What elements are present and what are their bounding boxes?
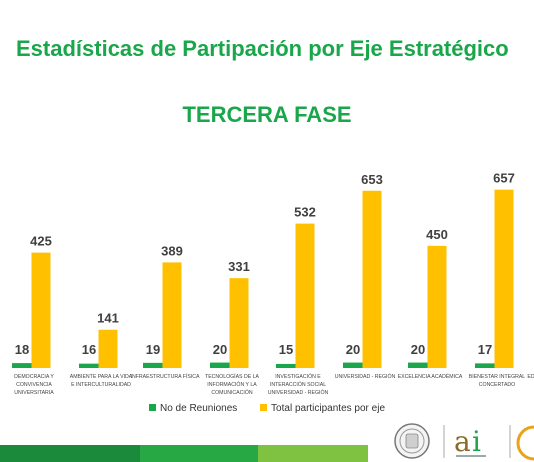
- bar-reuniones: [12, 363, 32, 368]
- category-label: UNIVERSITARIA: [14, 390, 54, 396]
- data-label-participantes: 653: [361, 172, 383, 187]
- data-label-participantes: 450: [426, 227, 448, 242]
- page-title: Estadísticas de Partipación por Eje Estr…: [16, 36, 509, 61]
- category-label: INTERACCIÓN SOCIAL: [270, 381, 326, 388]
- svg-text:a: a: [454, 425, 471, 458]
- category-label: AMBIENTE PARA LA VIDA: [70, 374, 133, 380]
- category-label: TECNOLOGÍAS DE LA: [205, 373, 259, 380]
- page-subtitle: TERCERA FASE: [182, 102, 352, 127]
- bar-reuniones: [343, 362, 363, 368]
- institution-logos: a i: [394, 423, 534, 461]
- data-label-reuniones: 20: [213, 342, 227, 357]
- data-label-participantes: 532: [294, 205, 316, 220]
- bar-participantes: [162, 262, 182, 368]
- category-label: E INTERCULTURALIDAD: [71, 382, 131, 388]
- legend-label-participantes: Total participantes por eje: [271, 403, 386, 414]
- category-label: CONCERTADO: [479, 382, 515, 388]
- footer-color-bar: [0, 445, 368, 462]
- category-label: BIENESTAR INTEGRAL: [469, 374, 526, 380]
- data-label-reuniones: 15: [279, 342, 293, 357]
- category-label: COMUNICACIÓN: [211, 389, 252, 396]
- category-label: INFRAESTRUCTURA FÍSICA: [131, 373, 200, 380]
- category-label: EXCELENCIA ACADÉMICA: [398, 373, 463, 380]
- data-label-reuniones: 16: [82, 342, 96, 357]
- partial-logo-icon: [516, 425, 534, 461]
- data-label-reuniones: 18: [15, 342, 29, 357]
- category-label: UNIVERSIDAD - REGIÓN: [335, 373, 396, 380]
- data-label-participantes: 331: [228, 259, 250, 274]
- bar-participantes: [427, 245, 447, 368]
- bar-reuniones: [79, 363, 99, 368]
- university-seal-icon: [394, 423, 430, 459]
- bar-reuniones: [276, 363, 296, 368]
- category-label: INFORMACIÓN Y LA: [207, 381, 257, 388]
- legend-swatch-participantes: [260, 404, 268, 411]
- data-label-reuniones: 19: [146, 342, 160, 357]
- legend-item-participantes: Total participantes por eje: [260, 403, 385, 414]
- data-label-reuniones: 20: [411, 342, 425, 357]
- data-label-participantes: 141: [97, 311, 119, 326]
- category-label: UNIVERSIDAD - REGIÓN: [268, 389, 329, 396]
- svg-text:i: i: [472, 425, 481, 458]
- chart-legend: No de Reuniones Total participantes por …: [0, 403, 534, 414]
- category-label: INVESTIGACIÓN E: [275, 373, 321, 380]
- data-label-participantes: 657: [493, 171, 515, 186]
- category-label: ED: [527, 374, 534, 380]
- bar-reuniones: [475, 363, 495, 368]
- bar-participantes: [98, 329, 118, 368]
- bar-participantes: [31, 252, 51, 368]
- bar-reuniones: [143, 362, 163, 368]
- category-label: DEMOCRACIA Y: [14, 374, 54, 380]
- data-label-participantes: 389: [161, 243, 183, 258]
- bar-participantes: [494, 189, 514, 368]
- bar-participantes: [295, 223, 315, 368]
- legend-swatch-reuniones: [148, 404, 156, 411]
- data-label-participantes: 425: [30, 234, 52, 249]
- bar-participantes: [229, 278, 249, 368]
- data-label-reuniones: 20: [346, 342, 360, 357]
- bar-reuniones: [408, 362, 428, 368]
- bar-chart: 18 425 DEMOCRACIA Y CONVIVENCIA UNIVERSITARI…: [12, 171, 534, 396]
- legend-item-reuniones: No de Reuniones: [148, 403, 238, 414]
- legend-label-reuniones: No de Reuniones: [159, 403, 238, 414]
- ai-logo: a i: [454, 425, 486, 458]
- bar-reuniones: [210, 362, 230, 368]
- category-label: CONVIVENCIA: [16, 382, 52, 388]
- data-label-reuniones: 17: [478, 342, 492, 357]
- bar-participantes: [362, 190, 382, 368]
